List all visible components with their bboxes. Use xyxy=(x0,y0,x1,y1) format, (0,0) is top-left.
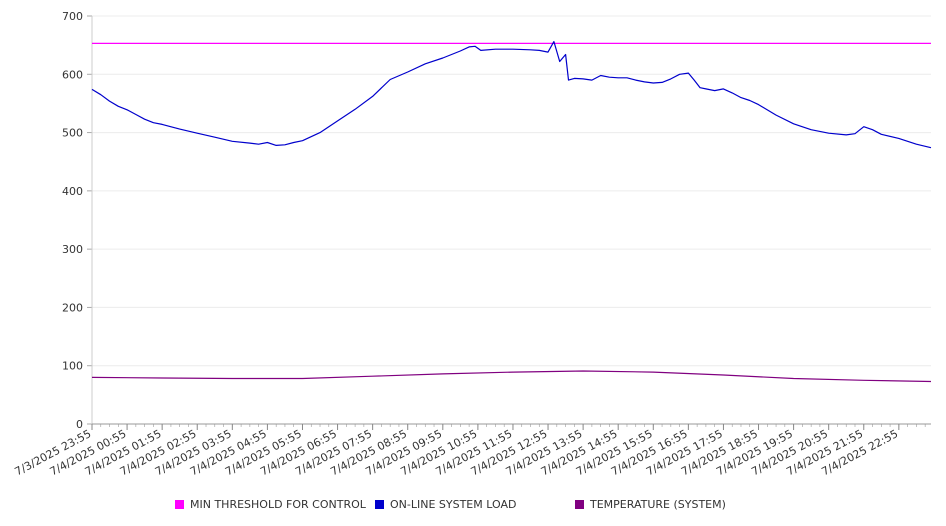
legend-swatch-temperature xyxy=(575,500,584,509)
y-tick-label: 100 xyxy=(62,360,83,373)
legend-label-system-load: ON-LINE SYSTEM LOAD xyxy=(390,498,517,511)
legend-label-min-threshold: MIN THRESHOLD FOR CONTROL xyxy=(190,498,366,511)
legend-item-temperature: TEMPERATURE (SYSTEM) xyxy=(575,498,726,511)
y-tick-label: 0 xyxy=(76,418,83,431)
y-tick-label: 500 xyxy=(62,127,83,140)
y-tick-label: 400 xyxy=(62,185,83,198)
legend-item-system-load: ON-LINE SYSTEM LOAD xyxy=(375,498,516,511)
y-tick-label: 700 xyxy=(62,10,83,23)
legend-swatch-min-threshold xyxy=(175,500,184,509)
grid xyxy=(92,15,931,367)
legend: MIN THRESHOLD FOR CONTROL ON-LINE SYSTEM… xyxy=(0,498,946,514)
y-tick-label: 300 xyxy=(62,243,83,256)
y-tick-label: 600 xyxy=(62,68,83,81)
axes xyxy=(87,15,931,430)
legend-item-min-threshold: MIN THRESHOLD FOR CONTROL xyxy=(175,498,366,511)
legend-label-temperature: TEMPERATURE (SYSTEM) xyxy=(590,498,726,511)
legend-swatch-system-load xyxy=(375,500,384,509)
series-lines xyxy=(91,40,932,383)
series-line-temperature xyxy=(91,370,932,383)
y-tick-label: 200 xyxy=(62,301,83,314)
series-line-system-load xyxy=(91,40,932,149)
